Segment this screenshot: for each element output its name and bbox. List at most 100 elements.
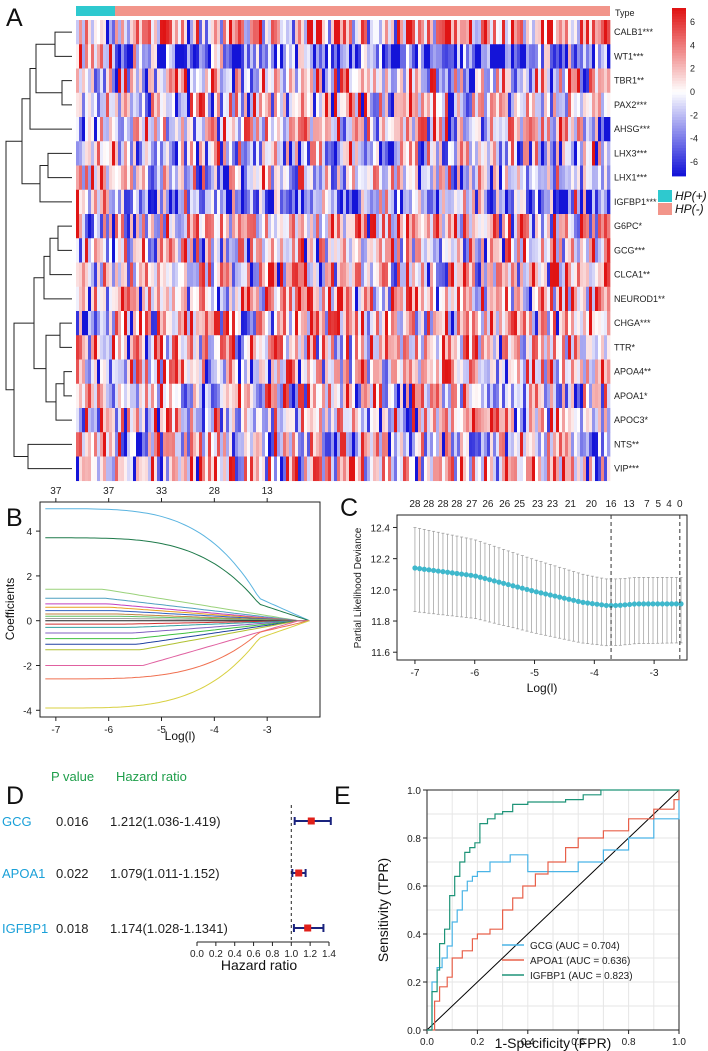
- heatmap-cell: [280, 408, 284, 433]
- heatmap-cell: [466, 432, 470, 457]
- heatmap-cell: [565, 141, 569, 166]
- heatmap-cell: [589, 408, 593, 433]
- heatmap-cell: [427, 165, 431, 191]
- heatmap-cell: [607, 335, 611, 360]
- heatmap-cell: [508, 408, 512, 433]
- heatmap-cell: [409, 335, 413, 360]
- heatmap-cell: [307, 141, 311, 166]
- heatmap-cell: [199, 262, 203, 288]
- heatmap-cell: [577, 238, 581, 263]
- heatmap-cell: [274, 92, 278, 118]
- heatmap-cell: [325, 165, 329, 191]
- heatmap-cell: [430, 262, 434, 288]
- heatmap-cell: [181, 286, 185, 312]
- heatmap-cell: [337, 189, 341, 215]
- heatmap-cell: [511, 286, 515, 312]
- heatmap-cell: [208, 262, 212, 288]
- colorbar-tick: -4: [690, 134, 698, 144]
- heatmap-cell: [460, 335, 464, 360]
- heatmap-cell: [187, 359, 191, 385]
- heatmap-cell: [136, 214, 140, 239]
- heatmap-cell: [208, 44, 212, 69]
- heatmap-cell: [214, 456, 218, 482]
- cv-top-tick-label: 4: [666, 499, 672, 510]
- heatmap-cell: [376, 311, 380, 336]
- heatmap-cell: [583, 383, 587, 409]
- heatmap-cell: [118, 408, 122, 433]
- heatmap-cell: [592, 68, 596, 94]
- heatmap-cell: [430, 335, 434, 360]
- heatmap-cell: [598, 383, 602, 409]
- heatmap-cell: [283, 262, 287, 288]
- heatmap-cell: [397, 456, 401, 482]
- heatmap-cell: [292, 92, 296, 118]
- heatmap-cell: [469, 262, 473, 288]
- heatmap-cell: [139, 44, 143, 69]
- heatmap-cell: [340, 165, 344, 191]
- heatmap-cell: [316, 214, 320, 239]
- heatmap-cell: [556, 141, 560, 166]
- heatmap-cell: [502, 189, 506, 215]
- cv-point: [589, 601, 595, 607]
- heatmap-cell: [226, 117, 230, 142]
- heatmap-cell: [145, 432, 149, 457]
- heatmap-cell: [142, 456, 146, 482]
- heatmap-cell: [220, 262, 224, 288]
- heatmap-cell: [196, 117, 200, 142]
- heatmap-cell: [205, 189, 209, 215]
- heatmap-cell: [397, 68, 401, 94]
- heatmap-cell: [436, 311, 440, 336]
- heatmap-cell: [463, 359, 467, 385]
- cv-point: [501, 580, 507, 586]
- heatmap-cell: [289, 117, 293, 142]
- heatmap-cell: [154, 92, 158, 118]
- heatmap-cell: [598, 20, 602, 45]
- heatmap-cell: [352, 286, 356, 312]
- heatmap-cell: [343, 44, 347, 69]
- heatmap-cell: [436, 456, 440, 482]
- heatmap-cell: [499, 238, 503, 263]
- heatmap-cell: [76, 286, 80, 312]
- heatmap-cell: [550, 44, 554, 69]
- heatmap-cell: [187, 262, 191, 288]
- heatmap-cell: [553, 311, 557, 336]
- heatmap-cell: [190, 68, 194, 94]
- heatmap-cell: [355, 432, 359, 457]
- heatmap-cell: [136, 383, 140, 409]
- heatmap-cell: [520, 189, 524, 215]
- heatmap-cell: [91, 20, 95, 45]
- heatmap-cell: [427, 214, 431, 239]
- heatmap-cell: [331, 68, 335, 94]
- heatmap-cell: [544, 262, 548, 288]
- heatmap-cell: [571, 359, 575, 385]
- heatmap-cell: [532, 68, 536, 94]
- heatmap-cell: [385, 165, 389, 191]
- heatmap-cell: [169, 408, 173, 433]
- heatmap-cell: [295, 432, 299, 457]
- cv-y-tick-label: 11.8: [371, 617, 390, 628]
- heatmap-cell: [535, 68, 539, 94]
- coefficient-path-15: [45, 620, 310, 645]
- heatmap-cell: [409, 262, 413, 288]
- dendrogram-branch: [61, 80, 72, 106]
- heatmap-cell: [478, 68, 482, 94]
- heatmap-cell: [307, 311, 311, 336]
- heatmap-cell: [91, 408, 95, 433]
- heatmap-cell: [181, 408, 185, 433]
- heatmap-cell: [271, 335, 275, 360]
- heatmap-cell: [424, 335, 428, 360]
- heatmap-cell: [472, 214, 476, 239]
- heatmap-cell: [115, 311, 119, 336]
- heatmap-cell: [199, 165, 203, 191]
- heatmap-cell: [550, 238, 554, 263]
- heatmap-cell: [85, 383, 89, 409]
- heatmap-cell: [454, 286, 458, 312]
- heatmap-cell: [127, 165, 131, 191]
- heatmap-cell: [304, 117, 308, 142]
- heatmap-cell: [517, 165, 521, 191]
- heatmap-cell: [136, 408, 140, 433]
- heatmap-cell: [412, 359, 416, 385]
- heatmap-cell: [121, 286, 125, 312]
- heatmap-cell: [364, 311, 368, 336]
- heatmap-cell: [496, 20, 500, 45]
